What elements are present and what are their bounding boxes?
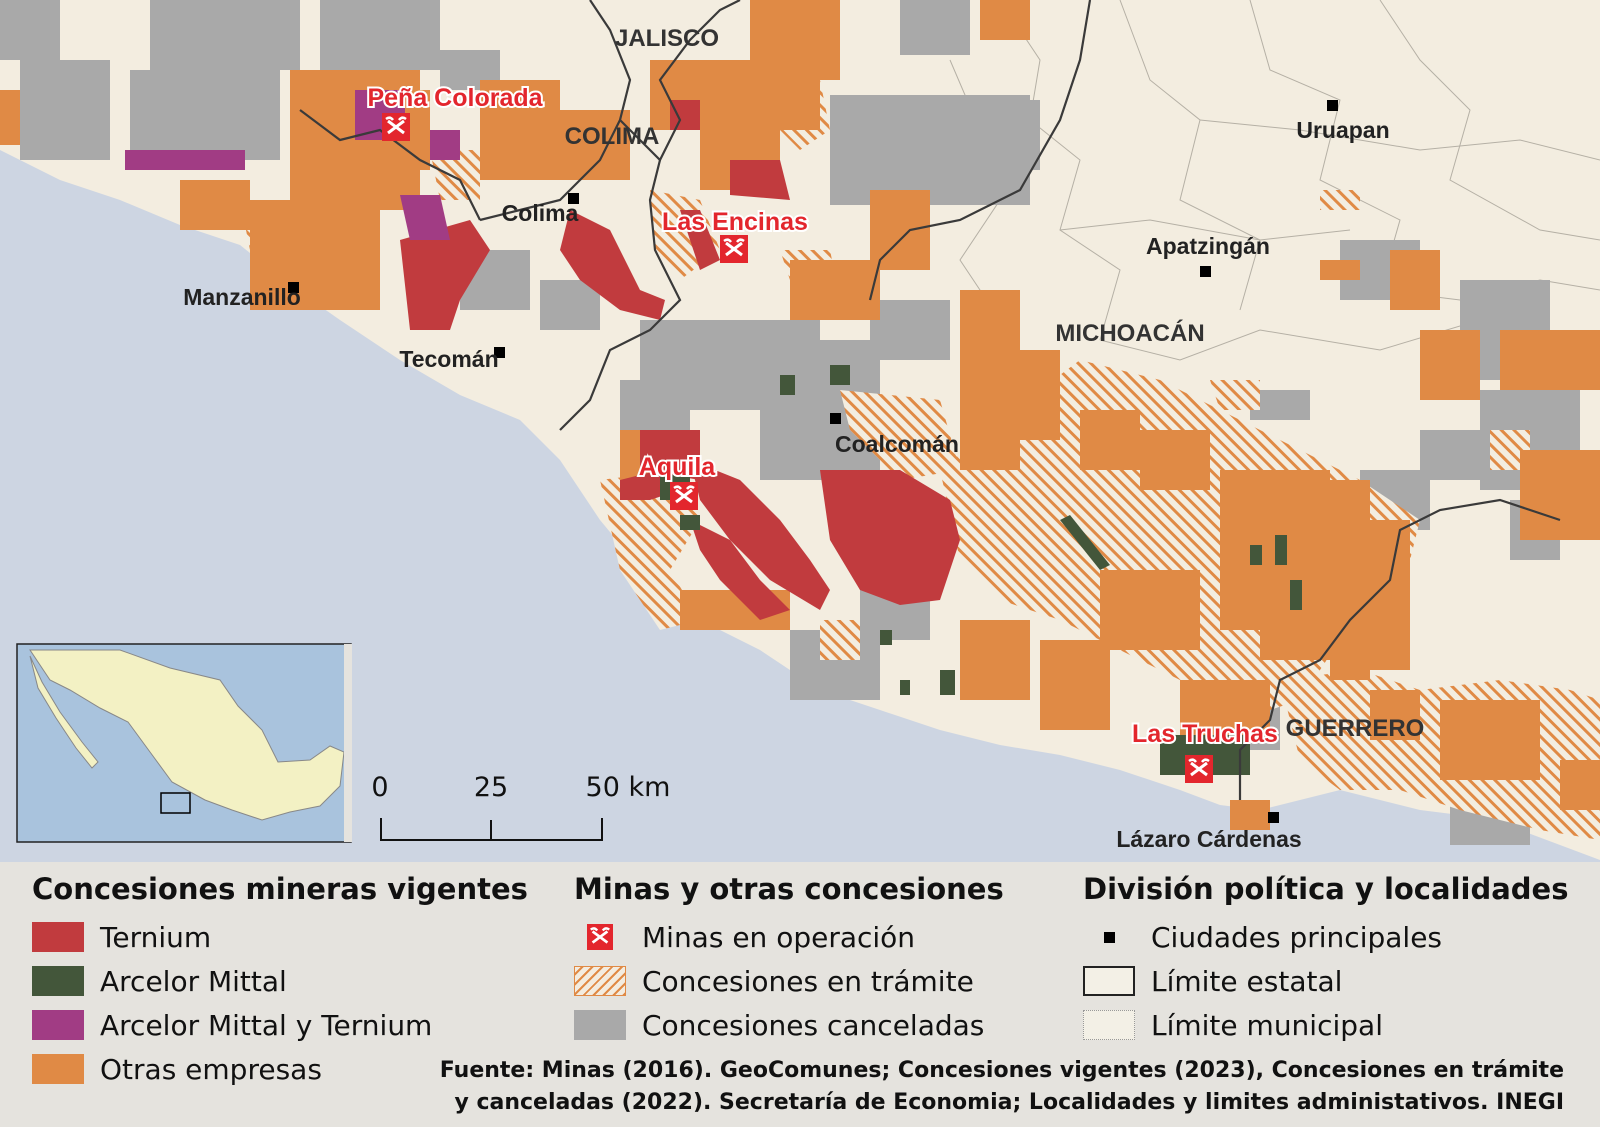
source-line-2: y canceladas (2022). Secretaría de Econo… — [454, 1090, 1564, 1115]
city-marker — [1200, 266, 1211, 277]
city-label: Coalcomán — [835, 431, 959, 457]
mine-icon — [382, 113, 410, 141]
mine-icon — [670, 482, 698, 510]
legend-label: Arcelor Mittal y Ternium — [100, 1008, 433, 1042]
legend-label: Ciudades principales — [1151, 920, 1443, 954]
sea — [0, 150, 1600, 862]
city-label: Tecomán — [399, 346, 498, 372]
legend-item-arcelor: Arcelor Mittal — [32, 964, 287, 998]
mine-label: Las Truchas — [1132, 720, 1278, 748]
legend-label: Ternium — [100, 920, 212, 954]
swatch-ternium — [32, 922, 84, 952]
state-label-jalisco: JALISCO — [615, 25, 719, 52]
legend-title-division: División política y localidades — [1083, 872, 1569, 906]
legend-item-limite-estatal: Límite estatal — [1083, 964, 1342, 998]
city-label: Colima — [502, 200, 579, 226]
swatch-arcelor — [32, 966, 84, 996]
legend-label: Concesiones en trámite — [642, 964, 974, 998]
concesiones-ternium — [400, 100, 960, 620]
legend-item-arcelor-ternium: Arcelor Mittal y Ternium — [32, 1008, 432, 1042]
mine-aquila: Aquila — [637, 451, 718, 510]
swatch-en-tramite — [574, 966, 626, 996]
mine-label: Peña Colorada — [367, 84, 543, 112]
legend-label: Arcelor Mittal — [100, 964, 287, 998]
swatch-otras — [32, 1054, 84, 1084]
city-manzanillo: Manzanillo — [183, 282, 301, 310]
city-marker — [568, 193, 579, 204]
city-marker — [1268, 812, 1279, 823]
mine-pena-colorada: Peña Colorada — [365, 82, 546, 141]
scale-tick-50: 50 km — [586, 772, 671, 803]
swatch-canceladas — [574, 1010, 626, 1040]
source-line-1: Fuente: Minas (2016). GeoComunes; Conces… — [439, 1058, 1564, 1083]
scale-tick-0: 0 — [371, 772, 388, 803]
scale-tick-25: 25 — [474, 772, 508, 803]
legend-item-minas-operacion: Minas en operación — [574, 920, 915, 954]
inset-mexico-shape — [29, 649, 345, 821]
city-colima: Colima — [502, 193, 579, 226]
mine-icon — [574, 922, 626, 952]
swatch-arcelor-ternium — [32, 1010, 84, 1040]
city-marker — [1327, 100, 1338, 111]
legend-label: Límite municipal — [1151, 1008, 1383, 1042]
city-label: Apatzingán — [1146, 233, 1270, 259]
legend-label: Minas en operación — [642, 920, 916, 954]
city-uruapan: Uruapan — [1296, 100, 1390, 143]
inset-baja-california — [29, 655, 99, 769]
city-apatzingan: Apatzingán — [1146, 233, 1270, 277]
city-tecoman: Tecomán — [399, 346, 505, 372]
city-marker — [830, 413, 841, 424]
swatch-limite-municipal — [1083, 1010, 1135, 1040]
mine-label: Las Encinas — [662, 208, 808, 236]
inset-extent-box — [160, 792, 191, 814]
inset-frame-edge — [344, 644, 352, 842]
legend-item-canceladas: Concesiones canceladas — [574, 1008, 984, 1042]
legend-item-limite-municipal: Límite municipal — [1083, 1008, 1383, 1042]
mine-icon — [720, 235, 748, 263]
legend-item-en-tramite: Concesiones en trámite — [574, 964, 974, 998]
mine-las-truchas: Las Truchas — [1130, 718, 1280, 783]
legend-label: Concesiones canceladas — [642, 1008, 985, 1042]
scale-bar: 0 25 50 km — [371, 772, 671, 841]
legend-item-ternium: Ternium — [32, 920, 211, 954]
city-marker-icon — [1083, 922, 1135, 952]
map-canvas: JALISCO COLIMA MICHOACÁN GUERRERO Uruapa… — [0, 0, 1600, 862]
legend-item-otras: Otras empresas — [32, 1052, 322, 1086]
state-label-colima: COLIMA — [565, 123, 660, 150]
city-coalcoman: Coalcomán — [830, 413, 959, 457]
inset-map — [16, 643, 352, 843]
mine-las-encinas: Las Encinas — [660, 206, 810, 263]
city-marker — [494, 347, 505, 358]
swatch-limite-estatal — [1083, 966, 1135, 996]
mine-icon — [1185, 755, 1213, 783]
legend-title-minas: Minas y otras concesiones — [574, 872, 1004, 906]
city-label: Lázaro Cárdenas — [1116, 826, 1301, 852]
legend-label: Otras empresas — [100, 1052, 322, 1086]
legend-title-vigentes: Concesiones mineras vigentes — [32, 872, 528, 906]
city-marker — [288, 282, 299, 293]
mine-label: Aquila — [639, 453, 716, 481]
city-label: Uruapan — [1296, 117, 1389, 143]
legend: Concesiones mineras vigentes Ternium Arc… — [0, 862, 1600, 1127]
city-lazaro-cardenas: Lázaro Cárdenas — [1116, 812, 1302, 852]
state-limits — [299, 0, 1561, 800]
scale-bar-line — [380, 818, 603, 841]
legend-item-ciudades: Ciudades principales — [1083, 920, 1442, 954]
legend-label: Límite estatal — [1151, 964, 1343, 998]
city-label: Manzanillo — [183, 284, 301, 310]
state-label-michoacan: MICHOACÁN — [1055, 319, 1204, 347]
state-label-guerrero: GUERRERO — [1286, 715, 1425, 742]
